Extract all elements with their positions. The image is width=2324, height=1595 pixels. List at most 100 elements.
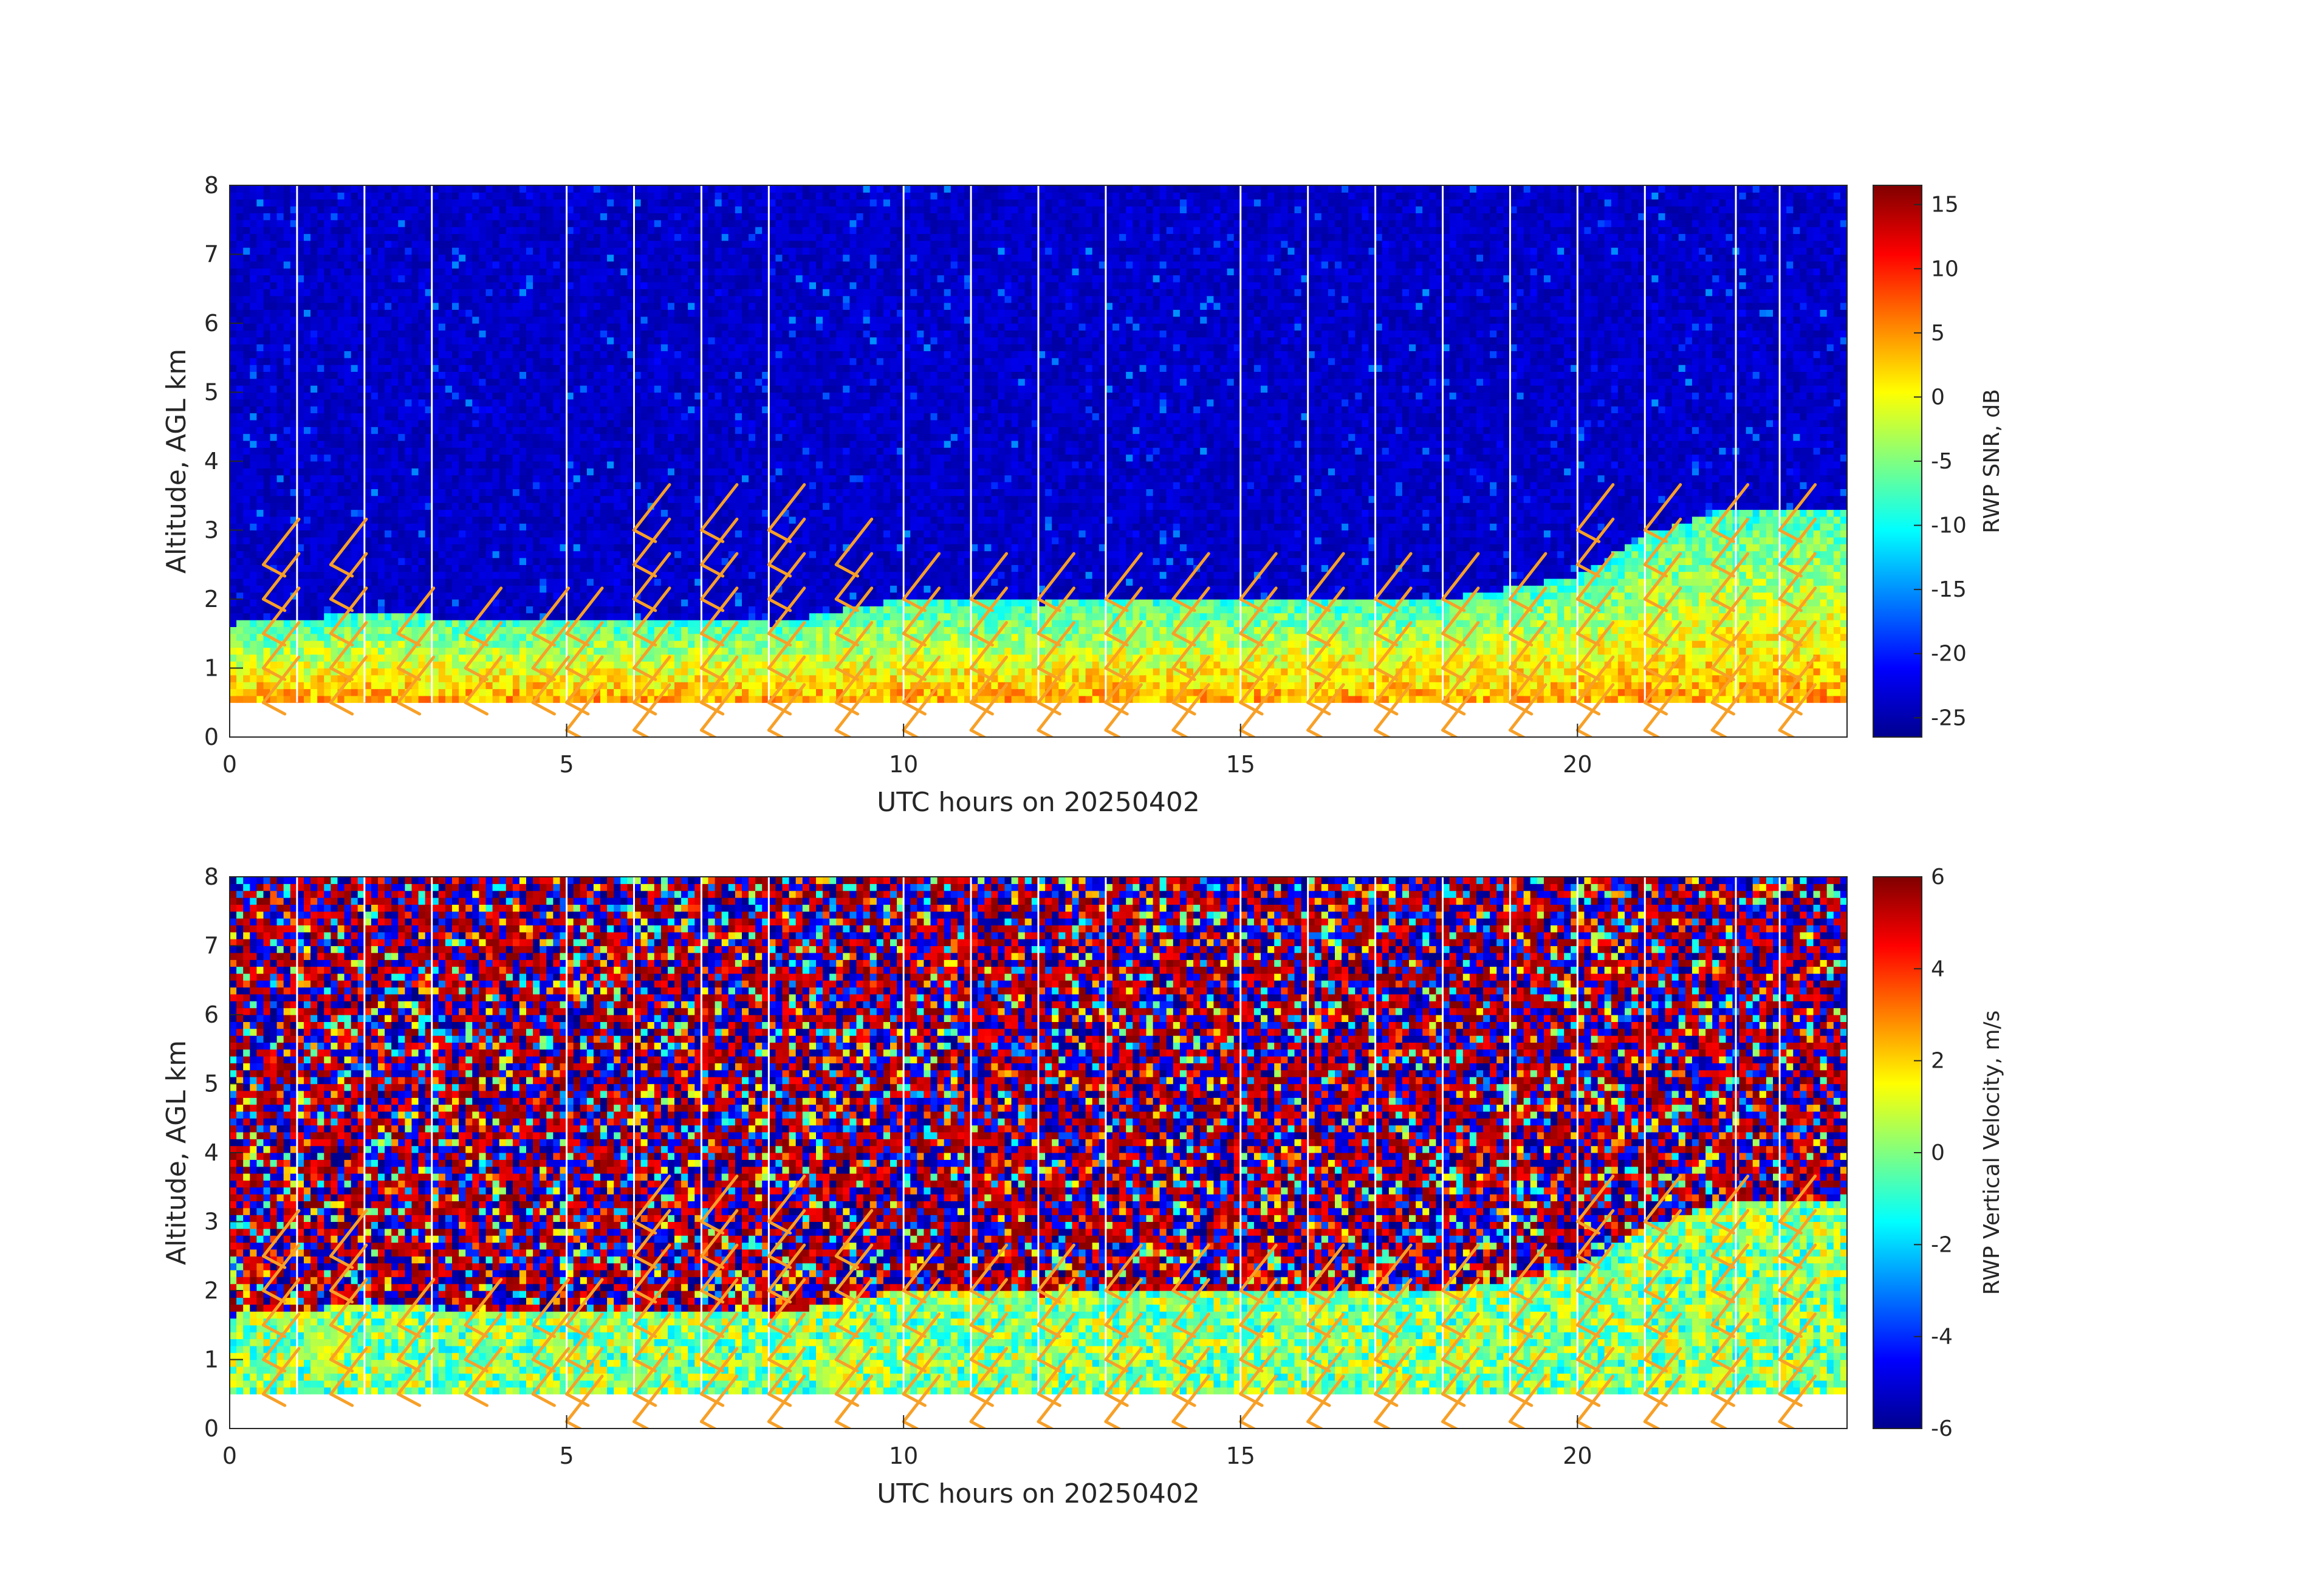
- snr-heatmap-cell: [385, 592, 392, 600]
- snr-heatmap-cell: [668, 674, 675, 682]
- snr-heatmap-cell: [660, 585, 668, 593]
- snr-heatmap-cell: [250, 330, 257, 338]
- snr-heatmap-cell: [472, 661, 479, 669]
- snr-heatmap-cell: [256, 233, 264, 241]
- snr-heatmap-cell: [438, 633, 446, 641]
- snr-heatmap-cell: [533, 454, 540, 462]
- snr-heatmap-cell: [452, 612, 459, 620]
- snr-heatmap-cell: [431, 626, 439, 634]
- snr-heatmap-cell: [614, 620, 621, 627]
- snr-heatmap-cell: [425, 213, 433, 221]
- snr-heatmap-cell: [506, 365, 513, 372]
- snr-heatmap-cell: [600, 309, 608, 317]
- snr-heatmap-cell: [438, 303, 446, 310]
- snr-heatmap-cell: [243, 447, 250, 455]
- snr-heatmap-cell: [296, 626, 304, 634]
- snr-heatmap-cell: [398, 668, 405, 676]
- snr-heatmap-cell: [230, 433, 237, 441]
- snr-heatmap-cell: [270, 647, 278, 655]
- snr-heatmap-cell: [331, 219, 338, 227]
- snr-heatmap-cell: [411, 688, 419, 696]
- snr-heatmap-cell: [566, 295, 574, 303]
- snr-heatmap-cell: [270, 620, 278, 627]
- snr-heatmap-cell: [573, 454, 581, 462]
- snr-heatmap-cell: [580, 633, 588, 641]
- snr-heatmap-cell: [296, 503, 304, 510]
- snr-heatmap-cell: [660, 578, 668, 586]
- snr-heatmap-cell: [230, 668, 237, 676]
- snr-heatmap-cell: [573, 199, 581, 207]
- snr-heatmap-cell: [540, 240, 547, 248]
- snr-heatmap-cell: [418, 688, 426, 696]
- snr-heatmap-cell: [614, 454, 621, 462]
- snr-heatmap-cell: [465, 227, 473, 235]
- snr-heatmap-cell: [607, 530, 614, 538]
- snr-heatmap-cell: [236, 503, 244, 510]
- snr-heatmap-cell: [640, 406, 648, 414]
- snr-heatmap-cell: [411, 192, 419, 200]
- snr-heatmap-cell: [546, 227, 554, 235]
- snr-heatmap-cell: [566, 365, 574, 372]
- snr-heatmap-cell: [573, 323, 581, 331]
- snr-heatmap-cell: [479, 551, 487, 558]
- snr-heatmap-cell: [276, 281, 284, 289]
- snr-heatmap-cell: [634, 378, 642, 386]
- snr-heatmap-cell: [614, 295, 621, 303]
- snr-heatmap-cell: [634, 475, 642, 482]
- snr-heatmap-cell: [391, 303, 399, 310]
- snr-heatmap-cell: [600, 461, 608, 468]
- snr-heatmap-cell: [405, 240, 413, 248]
- snr-heatmap-cell: [506, 516, 513, 524]
- snr-heatmap-cell: [512, 564, 520, 572]
- snr-heatmap-cell: [337, 316, 345, 324]
- snr-heatmap-cell: [398, 419, 405, 427]
- snr-heatmap-cell: [351, 213, 358, 221]
- snr-heatmap-cell: [378, 275, 385, 283]
- snr-heatmap-cell: [586, 365, 594, 372]
- snr-heatmap-cell: [647, 427, 655, 434]
- snr-heatmap-cell: [405, 674, 413, 682]
- snr-heatmap-cell: [485, 385, 493, 393]
- snr-heatmap-cell: [654, 674, 662, 682]
- snr-heatmap-cell: [431, 295, 439, 303]
- snr-heatmap-cell: [337, 509, 345, 517]
- snr-heatmap-cell: [405, 647, 413, 655]
- snr-heatmap-cell: [296, 585, 304, 593]
- snr-heatmap-cell: [290, 309, 298, 317]
- snr-heatmap-cell: [445, 303, 453, 310]
- snr-heatmap-cell: [256, 516, 264, 524]
- snr-heatmap-cell: [276, 303, 284, 310]
- snr-heatmap-cell: [438, 365, 446, 372]
- snr-heatmap-cell: [452, 495, 459, 503]
- snr-heatmap-cell: [607, 281, 614, 289]
- snr-heatmap-cell: [344, 612, 352, 620]
- snr-heatmap-cell: [378, 578, 385, 586]
- snr-heatmap-cell: [256, 254, 264, 262]
- snr-heatmap-cell: [580, 330, 588, 338]
- snr-heatmap-cell: [540, 281, 547, 289]
- snr-heatmap-cell: [438, 440, 446, 448]
- snr-heatmap-cell: [331, 337, 338, 345]
- snr-heatmap-cell: [236, 268, 244, 276]
- snr-heatmap-cell: [283, 557, 291, 565]
- snr-heatmap-cell: [256, 385, 264, 393]
- snr-heatmap-cell: [263, 192, 271, 200]
- snr-heatmap-cell: [283, 523, 291, 530]
- snr-heatmap-cell: [337, 620, 345, 627]
- snr-heatmap-cell: [485, 247, 493, 255]
- snr-heatmap-cell: [324, 185, 331, 193]
- snr-heatmap-cell: [452, 461, 459, 468]
- snr-heatmap-cell: [371, 557, 379, 565]
- snr-heatmap-cell: [438, 482, 446, 489]
- snr-heatmap-cell: [236, 489, 244, 496]
- snr-heatmap-cell: [553, 447, 561, 455]
- snr-heatmap-cell: [465, 620, 473, 627]
- snr-heatmap-cell: [540, 440, 547, 448]
- snr-heatmap-cell: [385, 337, 392, 345]
- snr-heatmap-cell: [600, 647, 608, 655]
- snr-heatmap-cell: [236, 247, 244, 255]
- snr-heatmap-cell: [331, 468, 338, 476]
- snr-heatmap-cell: [560, 323, 567, 331]
- snr-heatmap-cell: [296, 289, 304, 297]
- snr-heatmap-cell: [546, 365, 554, 372]
